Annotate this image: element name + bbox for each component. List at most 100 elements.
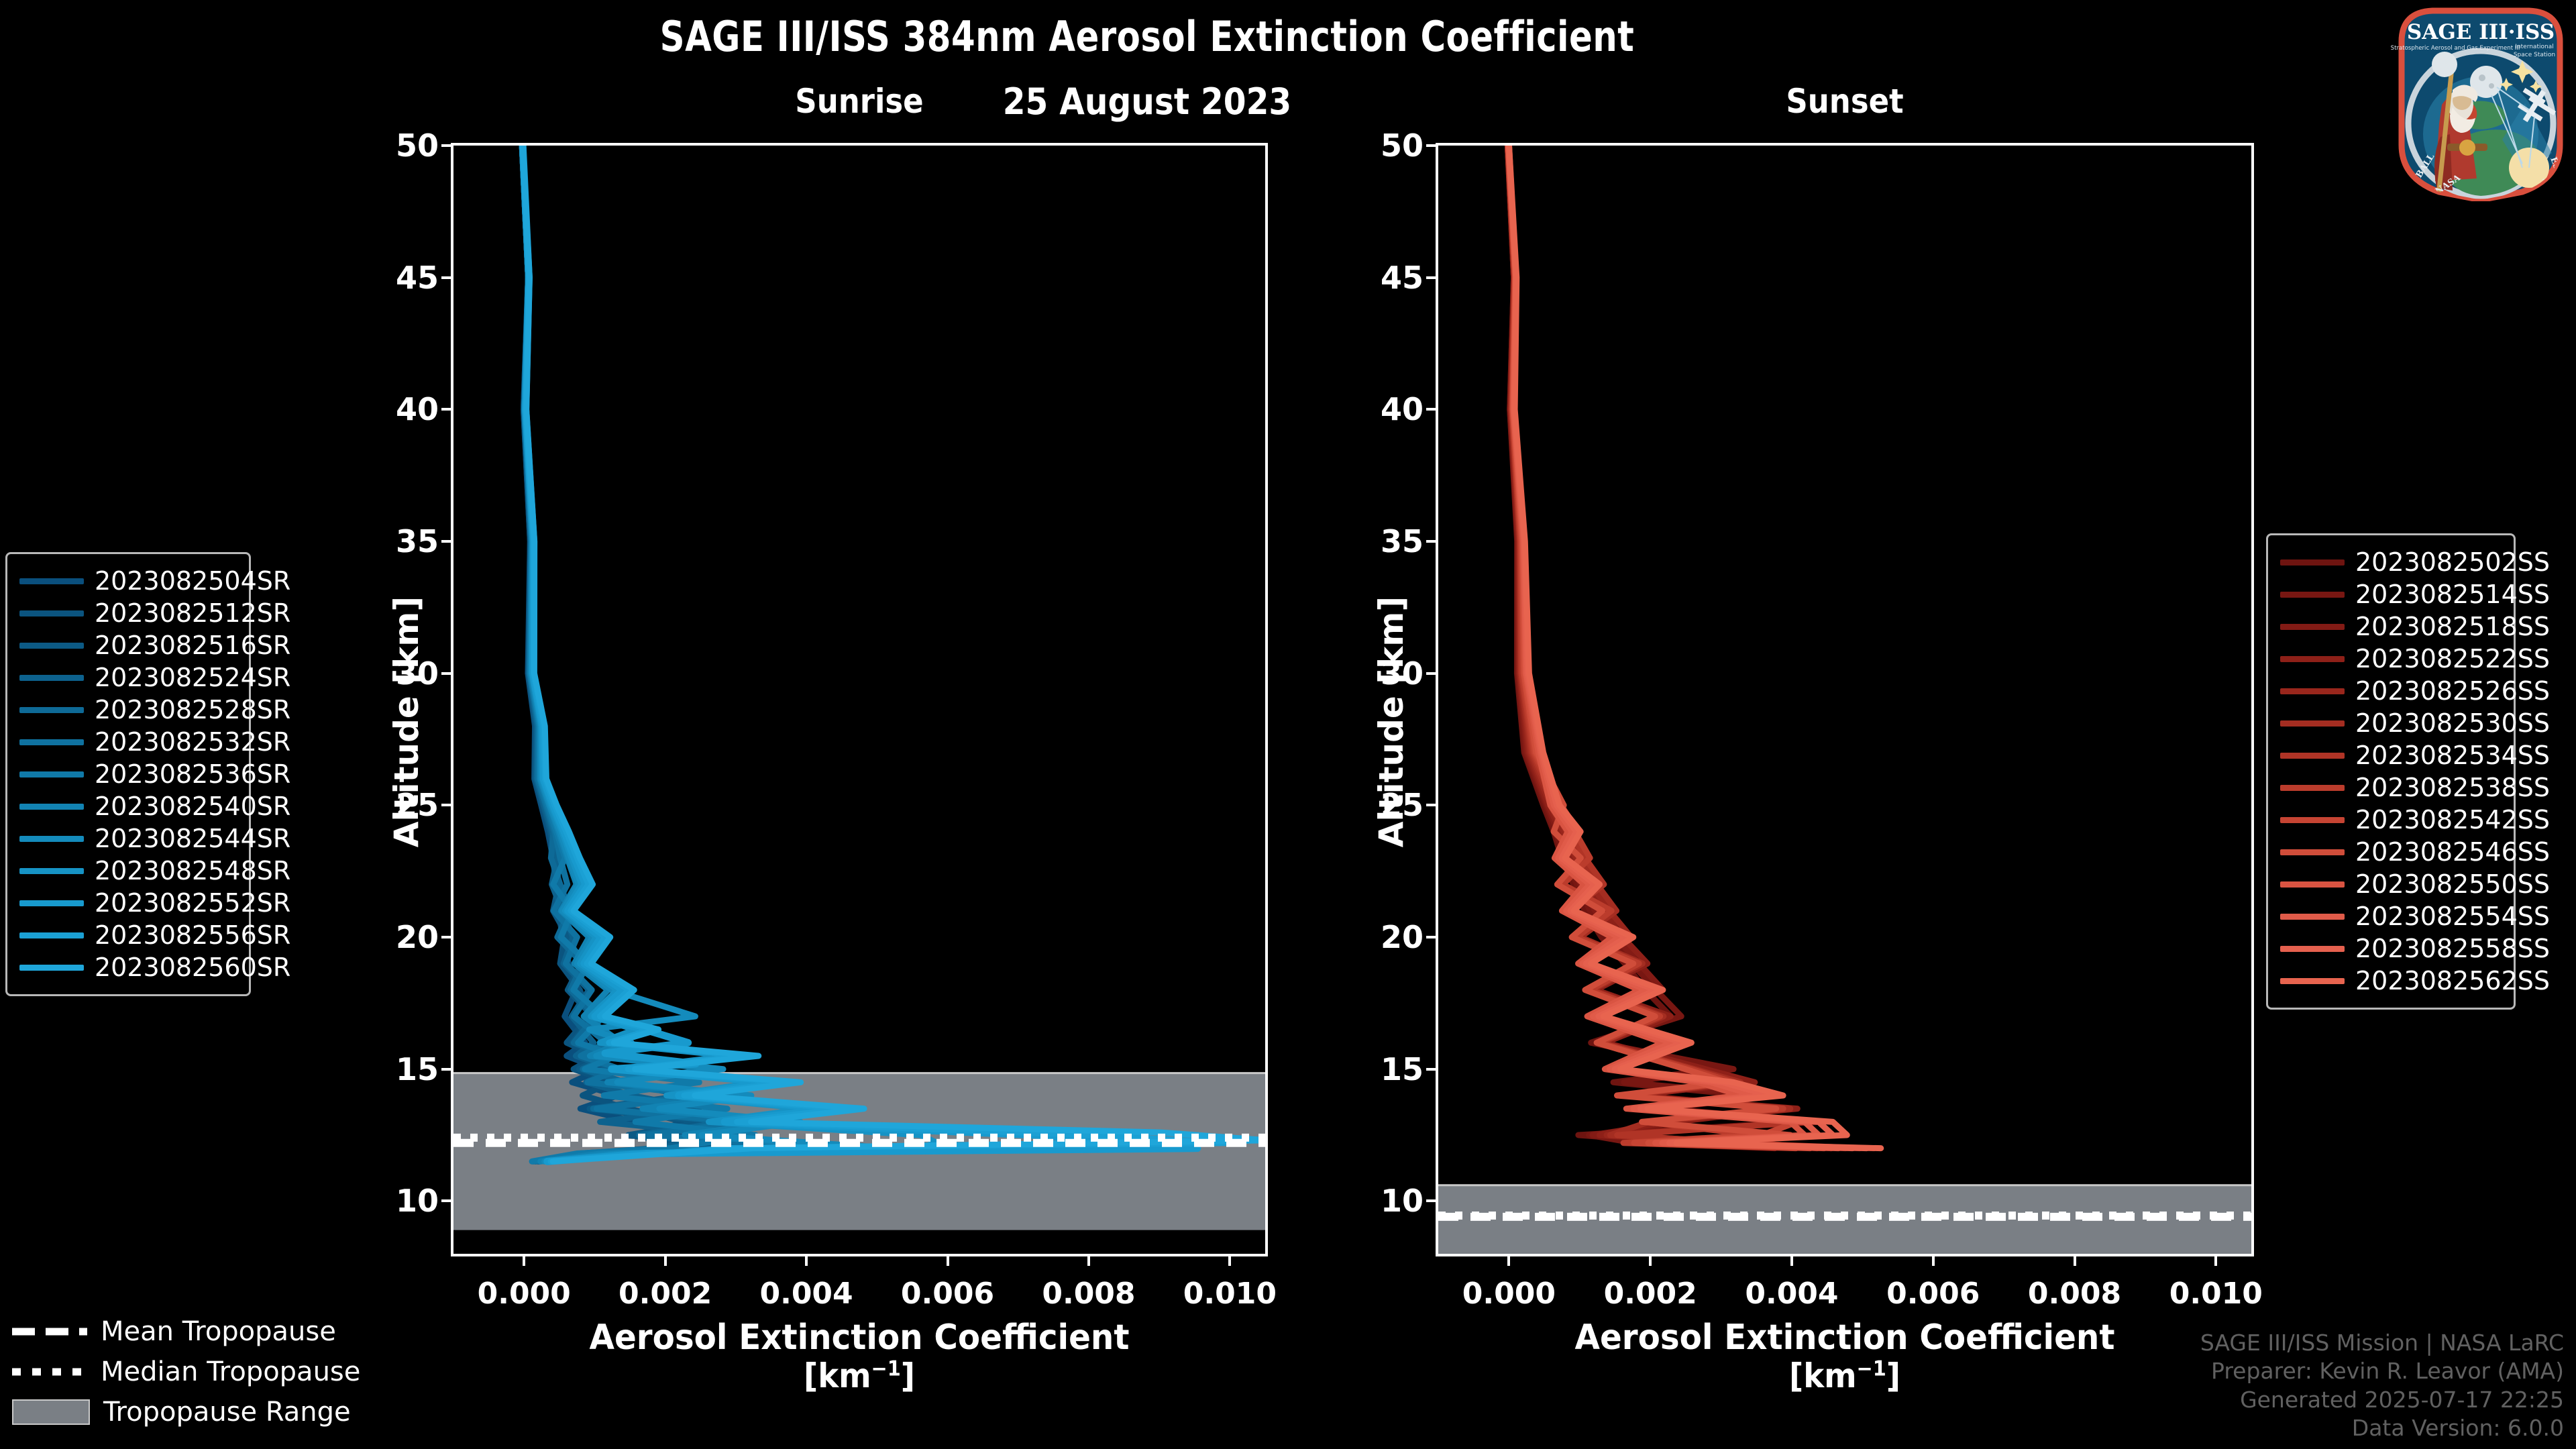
legend-item-2023082532SR[interactable]: 2023082532SR [19, 726, 290, 758]
x-tick-mark [1931, 1254, 1935, 1266]
y-tick-mark [1426, 936, 1438, 938]
logo-sub-right-1: International [2515, 44, 2553, 50]
y-tick-mark [441, 1199, 453, 1203]
legend-item-2023082522SS[interactable]: 2023082522SS [2280, 643, 2550, 675]
legend-item-2023082548SR[interactable]: 2023082548SR [19, 855, 290, 887]
legend-swatch-icon [19, 835, 84, 842]
tropopause-legend[interactable]: Mean Tropopause Median Tropopause Tropopau… [12, 1311, 360, 1432]
y-tick-mark [441, 1067, 453, 1071]
y-tick-mark [441, 276, 453, 279]
legend-item-2023082526SS[interactable]: 2023082526SS [2280, 675, 2550, 707]
y-tick-label: 10 [395, 1183, 439, 1220]
legend-item-2023082516SR[interactable]: 2023082516SR [19, 629, 290, 661]
page-subtitle: 25 August 2023 [1002, 80, 1292, 123]
tropopause-legend-item-dashed[interactable]: Mean Tropopause [12, 1311, 336, 1352]
legend-item-2023082542SS[interactable]: 2023082542SS [2280, 804, 2550, 836]
y-tick-mark [1426, 276, 1438, 279]
panel-label-sunrise: Sunrise [795, 82, 924, 121]
legend-item-2023082514SS[interactable]: 2023082514SS [2280, 578, 2550, 610]
legend-item-2023082538SS[interactable]: 2023082538SS [2280, 771, 2550, 804]
legend-item-2023082536SR[interactable]: 2023082536SR [19, 758, 290, 790]
legend-label: 2023082514SS [2355, 580, 2551, 609]
legend-item-2023082552SR[interactable]: 2023082552SR [19, 887, 290, 919]
legend-item-2023082504SR[interactable]: 2023082504SR [19, 565, 290, 597]
legend-sunset[interactable]: 2023082502SS 2023082514SS 2023082518SS 2023… [2266, 533, 2550, 1010]
x-tick-mark [1649, 1254, 1652, 1266]
legend-item-2023082562SS[interactable]: 2023082562SS [2280, 965, 2550, 997]
legend-label: 2023082556SR [95, 920, 291, 950]
plot-area-sunset [1438, 146, 2251, 1254]
y-tick-label: 45 [395, 259, 439, 296]
legend-swatch-icon [2280, 849, 2345, 855]
x-tick-mark [1790, 1254, 1793, 1266]
plot-panel-sunrise: 10 15 20 25 30 35 40 45 50 0.000 0.002 0.004 0.006 0… [387, 127, 1277, 1311]
legend-item-2023082502SS[interactable]: 2023082502SS [2280, 546, 2550, 578]
legend-item-2023082546SS[interactable]: 2023082546SS [2280, 836, 2550, 868]
x-tick-mark [2073, 1254, 2076, 1266]
y-tick-mark [1426, 804, 1438, 807]
legend-item-2023082550SS[interactable]: 2023082550SS [2280, 868, 2550, 900]
legend-item-2023082512SR[interactable]: 2023082512SR [19, 597, 290, 629]
legend-item-2023082558SS[interactable]: 2023082558SS [2280, 932, 2550, 965]
legend-item-2023082530SS[interactable]: 2023082530SS [2280, 707, 2550, 739]
footer-line: Data Version: 6.0.0 [2351, 1414, 2564, 1441]
tropopause-dotted-icon [12, 1364, 87, 1379]
profile-line-2023082560SR [519, 146, 1265, 1165]
tropopause-legend-label: Tropopause Range [103, 1397, 351, 1428]
legend-swatch-icon [19, 932, 84, 938]
x-tick-label: 0.004 [1745, 1277, 1839, 1311]
legend-label: 2023082504SR [95, 566, 291, 596]
legend-item-2023082524SR[interactable]: 2023082524SR [19, 661, 290, 694]
tropopause-legend-item-dotted[interactable]: Median Tropopause [12, 1352, 360, 1392]
y-axis-label-sunrise: Altitude [km] [387, 596, 426, 848]
logo-sub-right-2: Space Station [2514, 52, 2555, 58]
legend-item-2023082528SR[interactable]: 2023082528SR [19, 694, 290, 726]
profile-line-2023082542SS [1505, 146, 1813, 1152]
legend-label: 2023082562SS [2355, 966, 2551, 996]
legend-label: 2023082550SS [2355, 869, 2551, 899]
legend-item-2023082544SR[interactable]: 2023082544SR [19, 822, 290, 855]
footer-line: Generated 2025-07-17 22:25 [2240, 1386, 2564, 1413]
legend-label: 2023082554SS [2355, 902, 2551, 931]
legend-swatch-icon [2280, 945, 2345, 952]
legend-label: 2023082528SR [95, 695, 291, 724]
legend-swatch-icon [19, 642, 84, 649]
tropopause-legend-label: Mean Tropopause [101, 1316, 336, 1347]
plot-panel-sunset: 10 15 20 25 30 35 40 45 50 0.000 0.002 0.004 0.006 0… [1372, 127, 2263, 1311]
profile-line-2023082518SS [1504, 146, 1835, 1152]
tropopause-legend-item-range[interactable]: Tropopause Range [12, 1392, 351, 1432]
tropopause-legend-label: Median Tropopause [101, 1356, 361, 1387]
legend-item-2023082518SS[interactable]: 2023082518SS [2280, 610, 2550, 643]
legend-swatch-icon [2280, 913, 2345, 920]
legend-swatch-icon [2280, 688, 2345, 694]
legend-sunrise[interactable]: 2023082504SR 2023082512SR 2023082516SR 2023… [5, 552, 290, 996]
tropopause-dashed-icon [12, 1324, 87, 1339]
legend-swatch-icon [2280, 591, 2345, 598]
legend-item-2023082556SR[interactable]: 2023082556SR [19, 919, 290, 951]
x-tick-label: 0.008 [1042, 1277, 1136, 1311]
x-tick-label: 0.000 [477, 1277, 571, 1311]
legend-label: 2023082540SR [95, 792, 291, 821]
legend-swatch-icon [2280, 816, 2345, 823]
x-tick-label: 0.002 [619, 1277, 712, 1311]
profile-line-2023082526SS [1504, 146, 1863, 1152]
legend-label: 2023082530SS [2355, 708, 2551, 738]
legend-item-2023082554SS[interactable]: 2023082554SS [2280, 900, 2550, 932]
legend-swatch-icon [2280, 752, 2345, 759]
x-axis-label-sunset: Aerosol Extinction Coefficient [km−1] [1464, 1318, 2226, 1395]
legend-label: 2023082548SR [95, 856, 291, 885]
legend-item-2023082534SS[interactable]: 2023082534SS [2280, 739, 2550, 771]
legend-swatch-icon [2280, 655, 2345, 662]
x-tick-mark [663, 1254, 667, 1266]
x-tick-mark [1507, 1254, 1511, 1266]
legend-label: 2023082534SS [2355, 741, 2551, 770]
legend-item-2023082540SR[interactable]: 2023082540SR [19, 790, 290, 822]
panel-label-sunset: Sunset [1786, 82, 1904, 121]
y-tick-label: 15 [395, 1051, 439, 1087]
legend-swatch-icon [19, 739, 84, 745]
y-tick-label: 20 [1380, 919, 1424, 955]
legend-label: 2023082524SR [95, 663, 291, 692]
legend-item-2023082560SR[interactable]: 2023082560SR [19, 951, 290, 983]
x-tick-mark [2214, 1254, 2218, 1266]
profile-curves-sunset [1438, 146, 2251, 1254]
